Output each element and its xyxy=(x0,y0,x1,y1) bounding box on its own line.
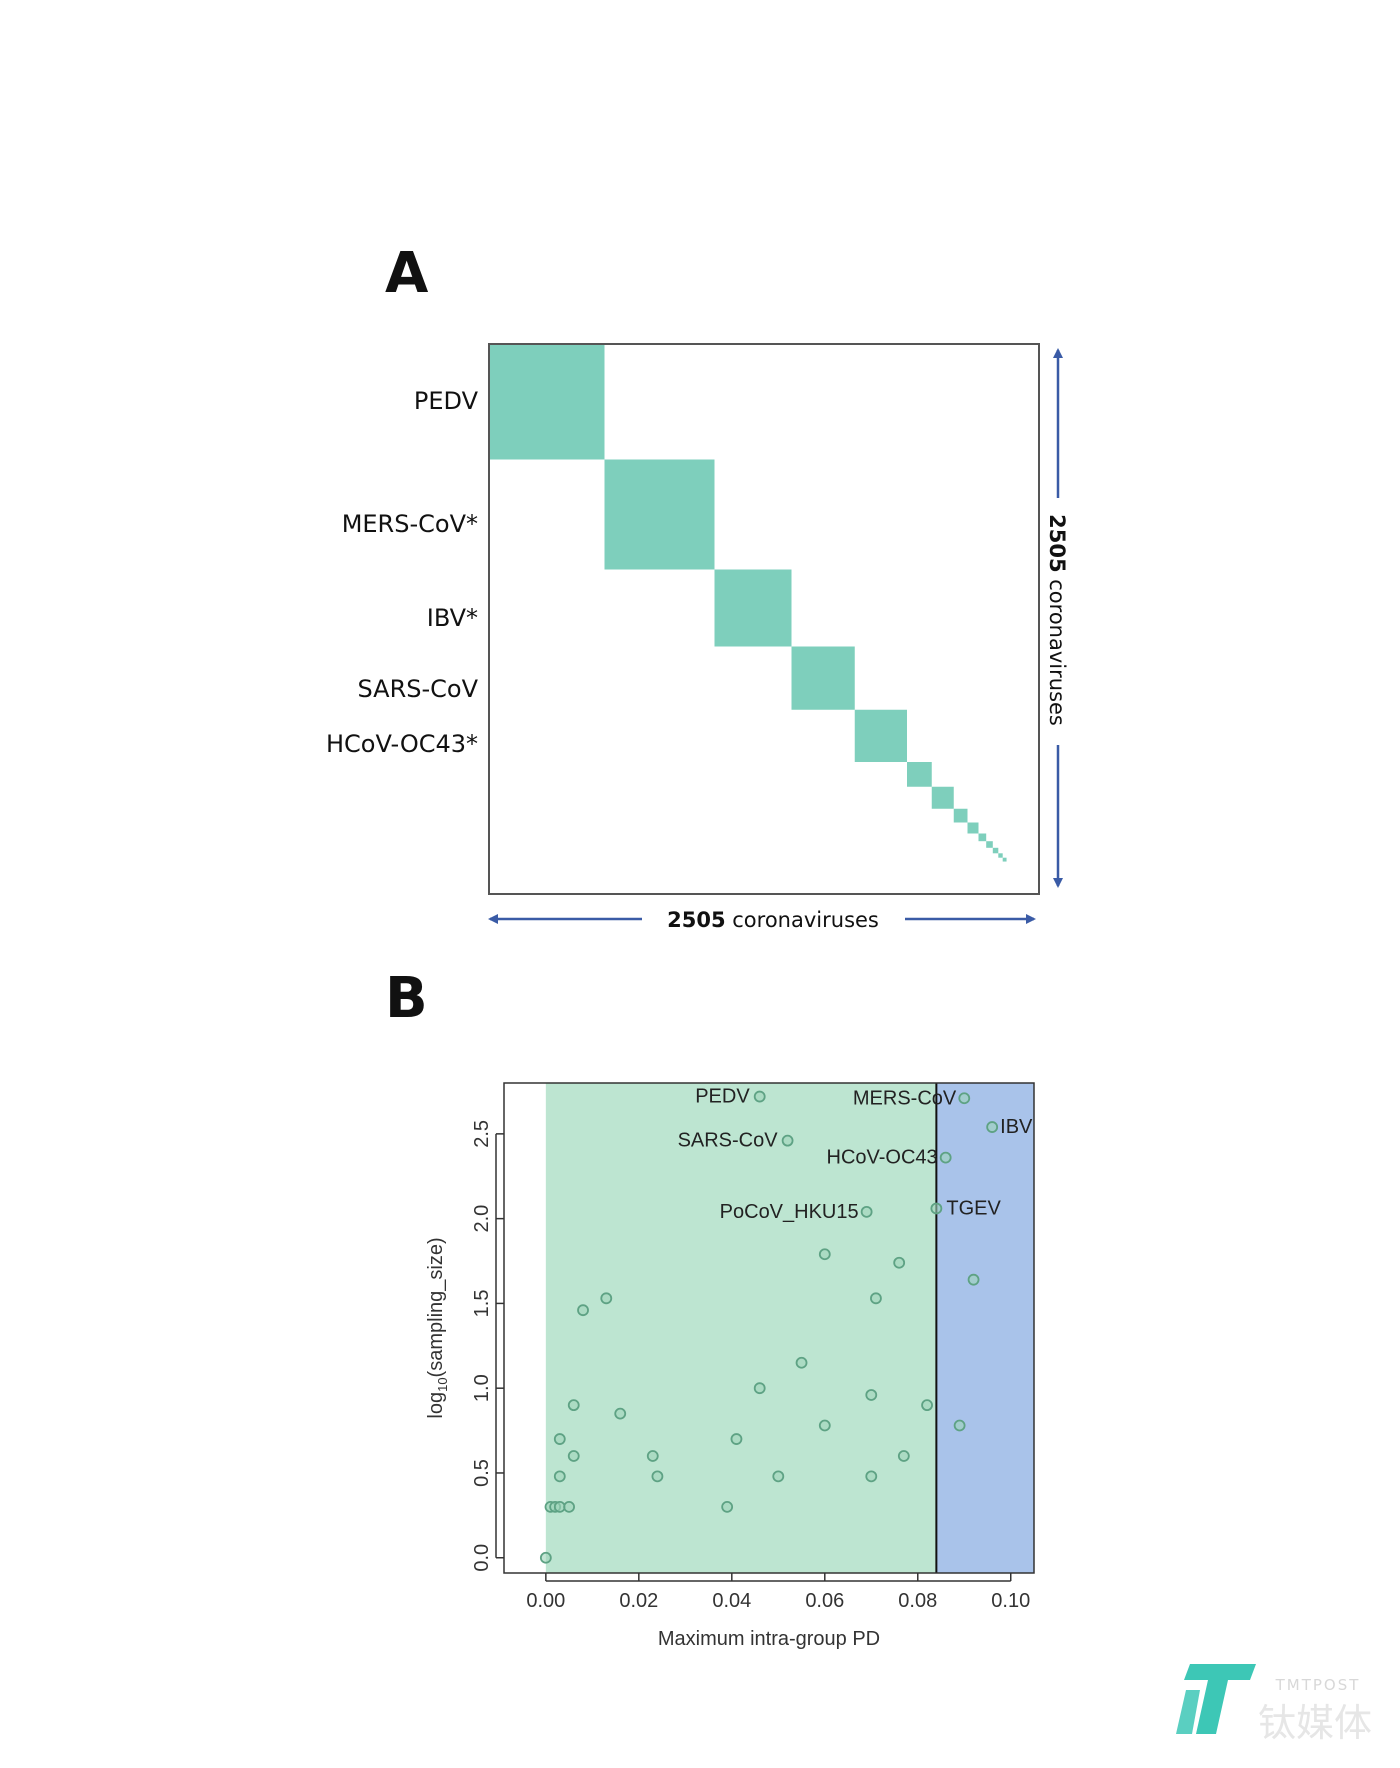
row-label-mers-cov: MERS-CoV* xyxy=(342,510,478,538)
cluster-block-6 xyxy=(907,762,932,787)
cluster-block-14 xyxy=(1002,857,1007,862)
point-label: PEDV xyxy=(695,1086,750,1108)
data-point xyxy=(897,1450,910,1462)
data-point xyxy=(772,1470,785,1483)
data-point xyxy=(721,1500,734,1513)
cluster-block-4 xyxy=(791,646,855,710)
panel-a-letter: A xyxy=(385,241,429,306)
data-point xyxy=(753,1382,766,1395)
data-point xyxy=(865,1470,878,1483)
row-label-pedv: PEDV xyxy=(414,387,479,415)
data-point xyxy=(539,1551,552,1564)
plot-frame xyxy=(503,1082,1035,1574)
data-point xyxy=(753,1090,766,1103)
vertical-dimension-label: 2505 coronaviruses xyxy=(1045,514,1069,726)
data-point xyxy=(939,1151,952,1164)
y-tick-label: 2.5 xyxy=(471,1120,493,1148)
cluster-block-10 xyxy=(978,833,987,842)
row-label-sars-cov: SARS-CoV xyxy=(357,675,478,703)
data-point xyxy=(930,1202,943,1215)
data-point xyxy=(921,1399,933,1412)
y-tick-label: 2.0 xyxy=(471,1205,493,1233)
data-point xyxy=(958,1092,971,1105)
panel-b-letter: B xyxy=(385,966,428,1031)
x-tick-label: 0.02 xyxy=(619,1590,658,1612)
data-point xyxy=(967,1273,980,1286)
vertical-dimension-count: 2505 xyxy=(1045,514,1069,572)
cluster-block-12 xyxy=(992,847,999,854)
data-point xyxy=(795,1356,808,1369)
y-axis-label: log10(sampling_size) xyxy=(425,1237,450,1418)
point-label: HCoV-OC43 xyxy=(827,1147,938,1169)
low-pd-region xyxy=(545,1083,937,1573)
cluster-block-2 xyxy=(604,459,715,570)
watermark-big-text: 钛媒体 xyxy=(1258,1701,1372,1745)
cluster-block-3 xyxy=(714,569,792,647)
data-point xyxy=(651,1470,664,1483)
cluster-block-9 xyxy=(967,822,979,834)
data-point xyxy=(563,1500,575,1513)
cluster-block-11 xyxy=(986,841,993,848)
block-diagonal-matrix xyxy=(489,344,1007,862)
horizontal-dimension-label: 2505 coronaviruses xyxy=(667,908,879,932)
data-point xyxy=(818,1248,831,1261)
high-pd-region xyxy=(936,1083,1034,1573)
point-label: IBV xyxy=(1000,1116,1033,1138)
x-tick-label: 0.04 xyxy=(712,1590,751,1612)
tmtpost-logo-icon xyxy=(1176,1664,1256,1734)
x-tick-label: 0.06 xyxy=(805,1590,844,1612)
data-point xyxy=(567,1450,580,1462)
tmtpost-watermark: TMTPOST 钛媒体 xyxy=(1176,1664,1372,1745)
data-point xyxy=(860,1205,873,1218)
point-label: MERS-CoV xyxy=(853,1087,957,1109)
row-label-ibv: IBV* xyxy=(427,604,478,632)
data-point xyxy=(577,1304,589,1317)
point-label: SARS-CoV xyxy=(678,1130,779,1152)
point-label: PoCoV_HKU15 xyxy=(720,1201,859,1223)
row-label-hcov-oc43: HCoV-OC43* xyxy=(326,730,478,758)
data-point xyxy=(614,1407,627,1420)
data-point xyxy=(553,1433,566,1445)
watermark-small-text: TMTPOST xyxy=(1275,1676,1361,1694)
horizontal-dimension-unit: coronaviruses xyxy=(732,908,879,932)
data-point xyxy=(567,1399,580,1412)
data-point xyxy=(553,1470,566,1483)
scatter-plot: 0.00 0.02 0.04 0.06 0.08 0.10 0.0 0.5 1.0 1.5 2.0 2… xyxy=(425,1082,1035,1650)
y-tick-label: 1.5 xyxy=(471,1290,493,1318)
data-point xyxy=(893,1256,906,1269)
data-point xyxy=(646,1450,659,1462)
data-point xyxy=(986,1121,999,1133)
panel-b: B 0.00 0.02 0.04 0.06 0.08 0.10 0.0 0.5 1.0 1.5 2.… xyxy=(385,966,1035,1650)
data-point xyxy=(870,1292,882,1305)
horizontal-dimension-count: 2505 xyxy=(667,908,725,932)
y-tick-label: 0.0 xyxy=(471,1544,493,1572)
cluster-block-5 xyxy=(854,709,907,762)
matrix-frame xyxy=(488,343,1040,895)
cluster-block-7 xyxy=(931,786,954,809)
y-tick-label: 0.5 xyxy=(471,1459,493,1487)
cluster-block-1 xyxy=(489,344,605,460)
y-tick-label: 1.0 xyxy=(471,1374,493,1402)
x-tick-label: 0.10 xyxy=(991,1590,1030,1612)
x-tick-label: 0.08 xyxy=(898,1590,937,1612)
data-point xyxy=(818,1419,831,1432)
data-point xyxy=(953,1419,966,1432)
cluster-block-13 xyxy=(998,853,1003,858)
point-label: TGEV xyxy=(946,1197,1001,1219)
panel-a: A PEDV MERS-CoV* IBV* SARS-CoV HCoV-OC43… xyxy=(326,241,1069,932)
x-tick-label: 0.00 xyxy=(526,1590,565,1612)
vertical-dimension-unit: coronaviruses xyxy=(1045,579,1069,726)
x-axis-label: Maximum intra-group PD xyxy=(658,1628,880,1650)
data-point xyxy=(600,1292,613,1305)
data-point xyxy=(865,1389,878,1401)
cluster-block-8 xyxy=(953,808,968,823)
data-point xyxy=(730,1433,743,1445)
data-point xyxy=(781,1134,794,1147)
